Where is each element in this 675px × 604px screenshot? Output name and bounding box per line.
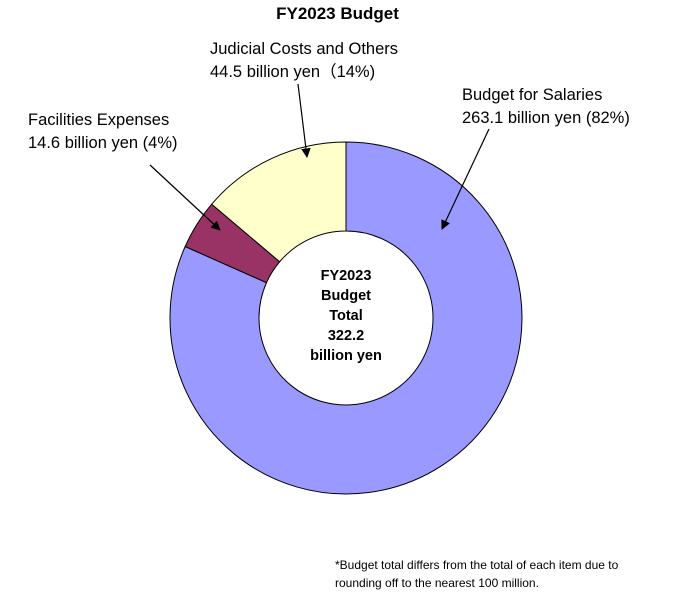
- center-line-5: billion yen: [310, 348, 382, 364]
- footnote: *Budget total differs from the total of …: [335, 556, 618, 592]
- center-line-3: Total: [329, 308, 363, 324]
- label-judicial-value: 44.5 billion yen（14%): [210, 63, 376, 81]
- label-salaries-value: 263.1 billion yen (82%): [462, 109, 630, 127]
- label-facilities-name: Facilities Expenses: [28, 111, 170, 129]
- footnote-line-1: *Budget total differs from the total of …: [335, 558, 619, 572]
- facilities-leader-line: [149, 164, 221, 231]
- label-salaries: Budget for Salaries 263.1 billion yen (8…: [462, 84, 630, 130]
- label-judicial-name: Judicial Costs and Others: [210, 40, 399, 58]
- center-line-1: FY2023: [320, 268, 372, 284]
- judicial-leader-line: [297, 83, 311, 158]
- label-salaries-name: Budget for Salaries: [462, 86, 603, 104]
- label-judicial-costs: Judicial Costs and Others 44.5 billion y…: [210, 38, 398, 84]
- salaries-leader-line: [441, 128, 490, 230]
- slice-salaries: [169, 141, 523, 495]
- label-facilities-value: 14.6 billion yen (4%): [28, 134, 178, 152]
- label-facilities: Facilities Expenses 14.6 billion yen (4%…: [28, 109, 178, 155]
- center-line-4: 322.2: [327, 328, 365, 344]
- center-line-2: Budget: [321, 288, 371, 304]
- donut-center-label: FY2023 Budget Total 322.2 billion yen: [276, 266, 416, 366]
- slice-judicial: [211, 141, 347, 263]
- footnote-line-2: rounding off to the nearest 100 million.: [335, 576, 539, 590]
- chart-title: FY2023 Budget: [276, 4, 399, 23]
